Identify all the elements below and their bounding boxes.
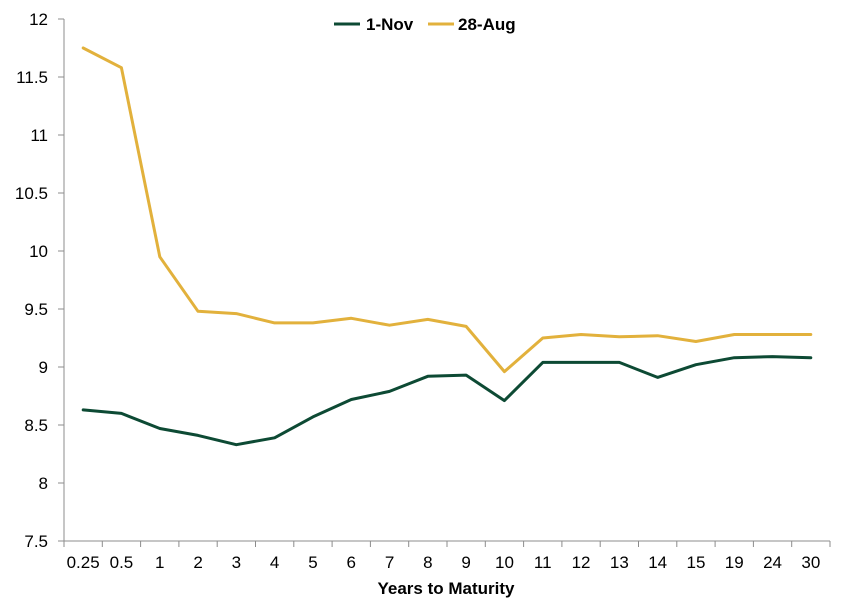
x-tick-label: 0.25	[67, 553, 100, 572]
x-tick-label: 14	[648, 553, 667, 572]
y-tick-labels: 7.5 8 8.5 9 9.5 10 10.5 11 11.5 12	[15, 10, 48, 551]
x-tick-label: 8	[423, 553, 432, 572]
x-tick-label: 0.5	[110, 553, 134, 572]
y-tick-label: 12	[29, 10, 48, 29]
x-tick-label: 6	[347, 553, 356, 572]
y-tick-label: 9	[39, 358, 48, 377]
x-tick-label: 4	[270, 553, 279, 572]
x-tick-label: 7	[385, 553, 394, 572]
y-tick-label: 9.5	[24, 300, 48, 319]
y-tick-label: 8.5	[24, 416, 48, 435]
y-tick-label: 10	[29, 242, 48, 261]
x-tick-labels: 0.25 0.5 1 2 3 4 5 6 7 8 9 10 11 12 13 14 15 19 24 30	[67, 553, 821, 572]
series-line-second	[81, 46, 813, 374]
x-tick-label: 9	[461, 553, 470, 572]
y-tick-label: 8	[39, 474, 48, 493]
legend-label: 1-Nov	[366, 15, 414, 34]
x-axis-title: Years to Maturity	[378, 579, 516, 598]
x-tick-label: 10	[495, 553, 514, 572]
y-tick-label: 7.5	[24, 532, 48, 551]
x-tick-label: 2	[193, 553, 202, 572]
x-tick-label: 24	[763, 553, 782, 572]
x-tick-label: 3	[232, 553, 241, 572]
x-tick-label: 13	[610, 553, 629, 572]
series-lines	[81, 46, 813, 447]
y-tick-label: 11.5	[16, 68, 48, 87]
x-tick-label: 19	[725, 553, 744, 572]
axes	[58, 18, 831, 547]
x-tick-label: 5	[308, 553, 317, 572]
x-tick-label: 15	[686, 553, 705, 572]
x-tick-label: 11	[534, 553, 552, 572]
y-tick-label: 10.5	[15, 184, 48, 203]
x-tick-label: 12	[572, 553, 591, 572]
x-tick-label: 1	[155, 553, 164, 572]
y-tick-label: 11	[30, 126, 48, 145]
legend: 1-Nov 28-Aug	[334, 15, 516, 34]
x-tick-label: 30	[801, 553, 820, 572]
legend-label: 28-Aug	[458, 15, 516, 34]
series-line-first	[81, 355, 813, 447]
